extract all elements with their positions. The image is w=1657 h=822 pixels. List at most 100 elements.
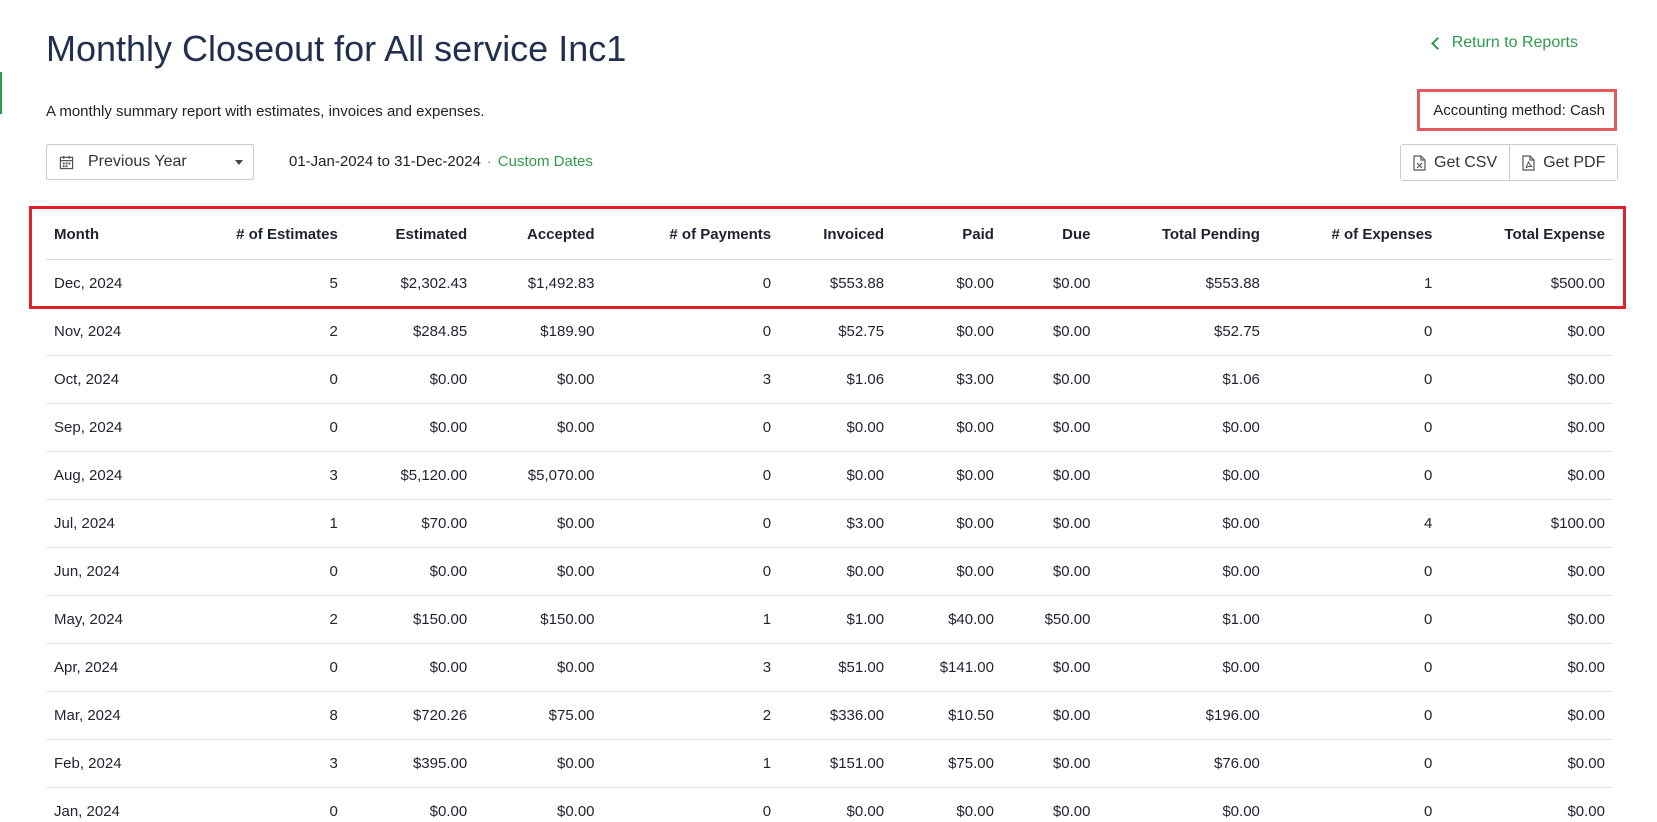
cell-invoiced: $0.00 [779,547,893,596]
cell-num-payments: 1 [602,739,780,788]
cell-estimated: $0.00 [345,355,476,404]
cell-month: Apr, 2024 [46,643,198,692]
cell-due: $0.00 [1001,499,1099,548]
cell-due: $0.00 [1001,403,1099,452]
cell-month: Feb, 2024 [46,739,198,788]
cell-num-estimates: 3 [197,739,346,788]
cell-total-pending: $0.00 [1098,499,1268,548]
column-header-month: Month [46,211,198,260]
cell-total-pending: $0.00 [1098,403,1268,452]
cell-total-expense: $0.00 [1440,739,1613,788]
cell-num-estimates: 1 [197,499,346,548]
cell-due: $0.00 [1001,739,1099,788]
date-separator: · [486,153,492,170]
table-row: Apr, 2024 0 $0.00 $0.00 3 $51.00 $141.00 $0.00 $… [46,643,1613,692]
cell-paid: $10.50 [892,691,1002,740]
cell-num-estimates: 0 [197,403,346,452]
cell-month: May, 2024 [46,595,198,644]
column-header-paid: Paid [892,211,1002,260]
get-csv-button[interactable]: Get CSV [1401,145,1510,180]
column-header-estimated: Estimated [345,211,476,260]
date-range-row: 01-Jan-2024 to 31-Dec-2024 · Custom Dates [289,153,593,170]
cell-invoiced: $1.06 [779,355,893,404]
cell-accepted: $0.00 [475,403,603,452]
table-row: Oct, 2024 0 $0.00 $0.00 3 $1.06 $3.00 $0.00 $1.0… [46,355,1613,404]
cell-num-estimates: 2 [197,595,346,644]
cell-estimated: $150.00 [345,595,476,644]
cell-invoiced: $553.88 [779,259,893,308]
cell-num-payments: 0 [602,451,780,500]
cell-num-payments: 0 [602,259,780,308]
cell-month: Oct, 2024 [46,355,198,404]
return-to-reports-link[interactable]: Return to Reports [1430,34,1578,52]
cell-accepted: $0.00 [475,499,603,548]
cell-paid: $0.00 [892,307,1002,356]
cell-num-expenses: 0 [1267,307,1441,356]
column-header-invoiced: Invoiced [779,211,893,260]
table-row: Jul, 2024 1 $70.00 $0.00 0 $3.00 $0.00 $0.00 $0.… [46,499,1613,548]
cell-estimated: $395.00 [345,739,476,788]
cell-num-expenses: 0 [1267,403,1441,452]
cell-num-payments: 3 [602,355,780,404]
cell-accepted: $0.00 [475,547,603,596]
column-header-accepted: Accepted [475,211,603,260]
table-body: Dec, 2024 5 $2,302.43 $1,492.83 0 $553.88 $0.0… [46,259,1613,822]
cell-num-payments: 0 [602,403,780,452]
cell-accepted: $5,070.00 [475,451,603,500]
cell-paid: $0.00 [892,451,1002,500]
cell-total-pending: $0.00 [1098,787,1268,822]
cell-paid: $141.00 [892,643,1002,692]
custom-dates-link[interactable]: Custom Dates [497,153,593,170]
period-select[interactable]: Previous Year [46,144,254,180]
cell-accepted: $0.00 [475,355,603,404]
chevron-left-icon [1430,36,1444,50]
caret-down-icon [235,160,243,165]
cell-accepted: $1,492.83 [475,259,603,308]
cell-total-expense: $0.00 [1440,643,1613,692]
cell-num-payments: 2 [602,691,780,740]
cell-due: $0.00 [1001,691,1099,740]
cell-num-payments: 0 [602,547,780,596]
table-row: Dec, 2024 5 $2,302.43 $1,492.83 0 $553.88 $0.0… [46,259,1613,308]
cell-invoiced: $51.00 [779,643,893,692]
cell-total-expense: $0.00 [1440,307,1613,356]
cell-total-pending: $0.00 [1098,547,1268,596]
cell-due: $0.00 [1001,451,1099,500]
get-pdf-label: Get PDF [1543,153,1606,171]
left-accent-bar [0,72,2,114]
cell-num-expenses: 0 [1267,547,1441,596]
cell-accepted: $0.00 [475,739,603,788]
cell-due: $0.00 [1001,307,1099,356]
cell-total-expense: $0.00 [1440,691,1613,740]
calendar-icon [59,155,74,169]
column-header-num-estimates: # of Estimates [197,211,346,260]
cell-total-expense: $0.00 [1440,547,1613,596]
column-header-total-pending: Total Pending [1098,211,1268,260]
cell-accepted: $0.00 [475,643,603,692]
cell-total-pending: $553.88 [1098,259,1268,308]
cell-num-payments: 0 [602,787,780,822]
table-row: Nov, 2024 2 $284.85 $189.90 0 $52.75 $0.00 $0.0… [46,307,1613,356]
cell-paid: $0.00 [892,259,1002,308]
cell-num-expenses: 0 [1267,451,1441,500]
cell-month: Jan, 2024 [46,787,198,822]
get-pdf-button[interactable]: Get PDF [1509,145,1618,180]
table-row: Mar, 2024 8 $720.26 $75.00 2 $336.00 $10.50 $0.… [46,691,1613,740]
pdf-file-icon [1522,154,1535,171]
cell-num-expenses: 0 [1267,739,1441,788]
cell-num-expenses: 0 [1267,691,1441,740]
cell-paid: $0.00 [892,499,1002,548]
cell-invoiced: $0.00 [779,403,893,452]
column-header-due: Due [1001,211,1099,260]
cell-num-estimates: 0 [197,547,346,596]
cell-month: Jun, 2024 [46,547,198,596]
cell-num-expenses: 4 [1267,499,1441,548]
cell-total-pending: $76.00 [1098,739,1268,788]
date-range-text: 01-Jan-2024 to 31-Dec-2024 [289,153,481,170]
cell-estimated: $2,302.43 [345,259,476,308]
cell-num-estimates: 0 [197,787,346,822]
cell-estimated: $0.00 [345,643,476,692]
cell-num-estimates: 2 [197,307,346,356]
cell-due: $0.00 [1001,787,1099,822]
cell-estimated: $0.00 [345,547,476,596]
